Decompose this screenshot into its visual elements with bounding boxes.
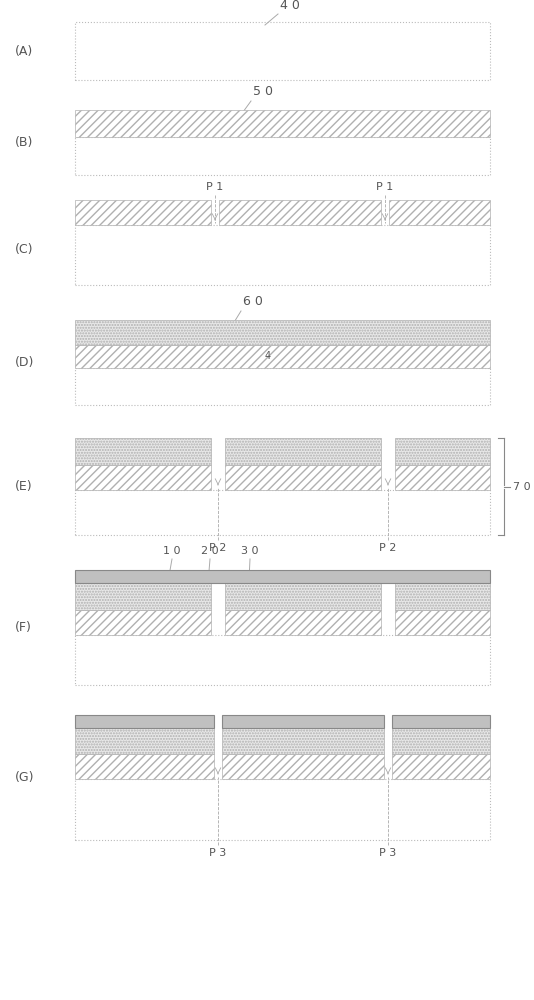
Bar bbox=[389, 200, 490, 225]
Bar bbox=[75, 320, 490, 345]
Bar bbox=[225, 465, 381, 490]
Text: 2 0: 2 0 bbox=[201, 546, 219, 556]
Text: P 2: P 2 bbox=[209, 543, 227, 553]
Bar bbox=[75, 110, 490, 137]
Bar bbox=[75, 465, 211, 490]
Bar bbox=[395, 583, 490, 610]
Bar bbox=[395, 610, 490, 635]
Text: 3 0: 3 0 bbox=[241, 546, 259, 556]
Bar bbox=[219, 200, 381, 225]
Bar bbox=[75, 583, 211, 610]
Bar bbox=[75, 610, 211, 635]
Text: P 3: P 3 bbox=[379, 848, 397, 858]
Bar bbox=[392, 728, 490, 754]
Text: P 2: P 2 bbox=[379, 543, 397, 553]
Text: P 1: P 1 bbox=[376, 182, 394, 192]
Bar bbox=[225, 438, 381, 465]
Text: 7 0: 7 0 bbox=[513, 482, 531, 491]
Bar bbox=[75, 779, 490, 840]
Bar bbox=[75, 22, 490, 80]
Text: 4 0: 4 0 bbox=[280, 0, 300, 12]
Bar bbox=[75, 754, 214, 779]
Bar bbox=[225, 610, 381, 635]
Bar bbox=[222, 728, 384, 754]
Bar bbox=[75, 200, 211, 225]
Bar bbox=[75, 368, 490, 405]
Text: 6 0: 6 0 bbox=[243, 295, 263, 308]
Bar bbox=[392, 754, 490, 779]
Text: 5 0: 5 0 bbox=[253, 85, 273, 98]
Bar bbox=[222, 715, 384, 728]
Bar bbox=[395, 438, 490, 465]
Bar bbox=[75, 728, 214, 754]
Bar bbox=[75, 345, 490, 368]
Bar bbox=[225, 583, 381, 610]
Text: (B): (B) bbox=[15, 136, 33, 149]
Text: (E): (E) bbox=[15, 480, 33, 493]
Bar bbox=[75, 137, 490, 175]
Bar bbox=[222, 754, 384, 779]
Text: P 1: P 1 bbox=[206, 182, 224, 192]
Text: (F): (F) bbox=[15, 621, 32, 634]
Text: (G): (G) bbox=[15, 771, 35, 784]
Text: P 3: P 3 bbox=[209, 848, 226, 858]
Bar bbox=[75, 635, 490, 685]
Text: (D): (D) bbox=[15, 356, 34, 369]
Bar bbox=[75, 715, 214, 728]
Text: (C): (C) bbox=[15, 243, 34, 256]
Text: (A): (A) bbox=[15, 44, 33, 57]
Bar bbox=[392, 715, 490, 728]
Bar bbox=[75, 225, 490, 285]
Bar bbox=[75, 570, 490, 583]
Bar bbox=[75, 438, 211, 465]
Bar bbox=[75, 490, 490, 535]
Text: 1 0: 1 0 bbox=[163, 546, 180, 556]
Text: 4: 4 bbox=[265, 351, 271, 361]
Bar bbox=[395, 465, 490, 490]
